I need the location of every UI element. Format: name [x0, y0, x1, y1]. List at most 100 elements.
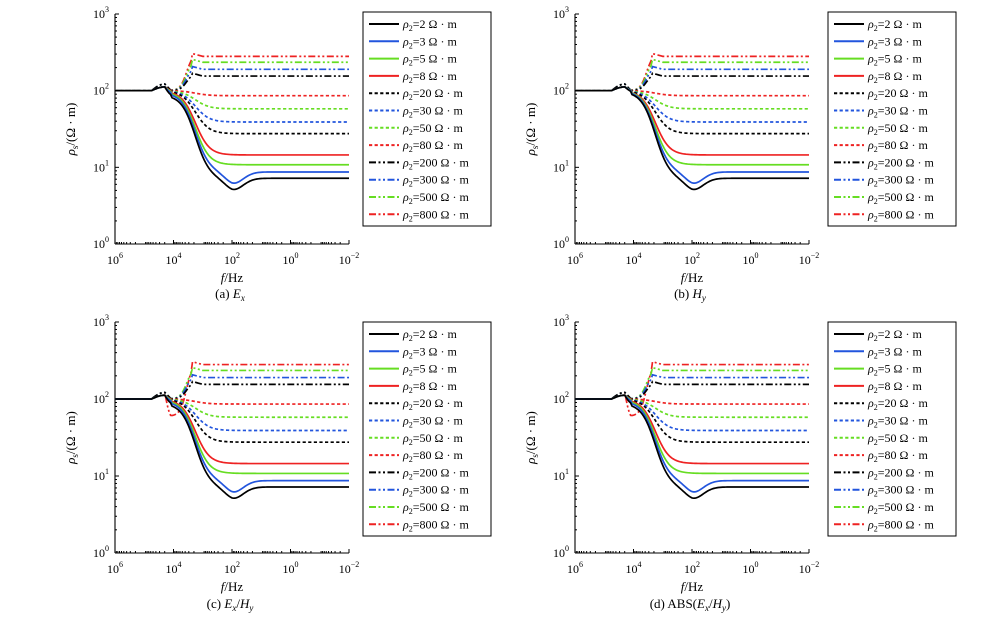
series-line-rho2-5: [115, 394, 349, 475]
legend-entry-rho2-8: ρ2=8 Ω · m: [867, 69, 922, 85]
series-line-rho2-30: [115, 394, 349, 432]
x-tick-label: 10−2: [799, 560, 820, 576]
y-tick-label: 100: [553, 235, 569, 251]
series-line-rho2-500: [575, 58, 809, 92]
legend-entry-rho2-30: ρ2=30 Ω · m: [867, 414, 928, 430]
y-tick-label: 102: [93, 390, 109, 406]
y-tick-label: 100: [93, 544, 109, 560]
series-line-rho2-2: [115, 394, 349, 500]
series-line-rho2-8: [575, 394, 809, 465]
x-tick-label: 104: [166, 251, 182, 267]
series-line-rho2-8: [115, 86, 349, 156]
legend-entry-rho2-5: ρ2=5 Ω · m: [867, 52, 922, 68]
legend-entry-rho2-20: ρ2=20 Ω · m: [402, 86, 463, 102]
legend-entry-rho2-300: ρ2=300 Ω · m: [402, 483, 469, 499]
chart-panel-3: 106 104 102 100 10−2 100 101 102 103 ρs/(Ω · m) f/…: [523, 313, 957, 613]
x-tick-label: 104: [626, 251, 642, 267]
legend-entry-rho2-3: ρ2=3 Ω · m: [867, 34, 922, 50]
legend-entry-rho2-3: ρ2=3 Ω · m: [402, 34, 457, 50]
x-tick-label: 102: [684, 251, 700, 267]
y-tick-label: 103: [553, 5, 569, 21]
x-tick-label: 106: [567, 560, 583, 576]
legend-entry-rho2-50: ρ2=50 Ω · m: [867, 431, 928, 447]
series-line-rho2-5: [575, 86, 809, 166]
series-line-rho2-30: [575, 86, 809, 123]
y-tick-label: 102: [93, 82, 109, 98]
series-line-rho2-30: [575, 394, 809, 432]
y-tick-label: 100: [93, 235, 109, 251]
x-tick-label: 100: [283, 251, 299, 267]
series-line-rho2-5: [575, 394, 809, 475]
legend-box: [362, 321, 492, 537]
legend-entry-rho2-500: ρ2=500 Ω · m: [402, 190, 469, 206]
legend-entry-rho2-80: ρ2=80 Ω · m: [402, 138, 463, 154]
y-tick-label: 101: [93, 158, 109, 174]
legend-entry-rho2-20: ρ2=20 Ω · m: [867, 396, 928, 412]
x-axis-label: f/Hz: [681, 270, 704, 285]
series-line-rho2-200: [575, 72, 809, 92]
series-line-rho2-500: [575, 366, 809, 400]
series-line-rho2-300: [115, 373, 349, 400]
series-line-rho2-500: [115, 58, 349, 92]
legend-entry-rho2-20: ρ2=20 Ω · m: [867, 86, 928, 102]
legend-entry-rho2-8: ρ2=8 Ω · m: [867, 379, 922, 395]
panel-caption: (c) Ex/Hy: [207, 596, 254, 613]
y-tick-label: 101: [553, 158, 569, 174]
series-line-rho2-8: [115, 394, 349, 465]
legend-entry-rho2-80: ρ2=80 Ω · m: [402, 448, 463, 464]
y-tick-label: 102: [553, 390, 569, 406]
legend-entry-rho2-800: ρ2=800 Ω · m: [867, 207, 934, 223]
x-tick-label: 102: [224, 251, 240, 267]
x-axis-label: f/Hz: [221, 270, 244, 285]
legend-entry-rho2-3: ρ2=3 Ω · m: [867, 344, 922, 360]
legend: ρ2=2 Ω · mρ2=3 Ω · m ρ2=5 Ω · mρ2=8 Ω · m…: [362, 11, 492, 227]
series-line-rho2-20: [115, 394, 349, 444]
legend-entry-rho2-80: ρ2=80 Ω · m: [867, 448, 928, 464]
legend-entry-rho2-200: ρ2=200 Ω · m: [402, 465, 469, 481]
legend-entry-rho2-800: ρ2=800 Ω · m: [402, 517, 469, 533]
series-line-rho2-300: [575, 65, 809, 92]
x-tick-label: 106: [567, 251, 583, 267]
legend-entry-rho2-50: ρ2=50 Ω · m: [402, 121, 463, 137]
legend-entry-rho2-200: ρ2=200 Ω · m: [867, 465, 934, 481]
plot-area: [115, 360, 349, 500]
legend-entry-rho2-50: ρ2=50 Ω · m: [402, 431, 463, 447]
panel-caption: (a) Ex: [215, 286, 245, 303]
series-line-rho2-20: [575, 86, 809, 135]
series-line-rho2-200: [115, 380, 349, 400]
legend-entry-rho2-50: ρ2=50 Ω · m: [867, 121, 928, 137]
x-tick-label: 102: [684, 560, 700, 576]
x-tick-label: 104: [166, 560, 182, 576]
series-line-rho2-5: [115, 86, 349, 166]
series-line-rho2-3: [575, 86, 809, 184]
x-tick-label: 10−2: [339, 251, 360, 267]
chart-panel-1: 106 104 102 100 10−2 100 101 102 103 ρs/(Ω · m) f/…: [523, 5, 957, 303]
legend-entry-rho2-500: ρ2=500 Ω · m: [402, 500, 469, 516]
legend-entry-rho2-2: ρ2=2 Ω · m: [867, 327, 922, 343]
y-axis-label: ρs/(Ω · m): [523, 411, 540, 465]
panel-caption: (b) Hy: [674, 286, 706, 303]
plot-area: [575, 52, 809, 191]
legend-entry-rho2-8: ρ2=8 Ω · m: [402, 69, 457, 85]
legend-entry-rho2-80: ρ2=80 Ω · m: [867, 138, 928, 154]
legend-entry-rho2-300: ρ2=300 Ω · m: [402, 173, 469, 189]
legend-entry-rho2-300: ρ2=300 Ω · m: [867, 173, 934, 189]
series-line-rho2-8: [575, 86, 809, 156]
x-tick-label: 106: [107, 560, 123, 576]
legend-entry-rho2-30: ρ2=30 Ω · m: [867, 104, 928, 120]
x-tick-label: 106: [107, 251, 123, 267]
legend-entry-rho2-800: ρ2=800 Ω · m: [867, 517, 934, 533]
legend-entry-rho2-200: ρ2=200 Ω · m: [402, 155, 469, 171]
y-axis-label: ρs/(Ω · m): [63, 411, 80, 465]
y-axis-label: ρs/(Ω · m): [523, 103, 540, 157]
legend-entry-rho2-300: ρ2=300 Ω · m: [867, 483, 934, 499]
series-line-rho2-3: [115, 394, 349, 493]
legend: ρ2=2 Ω · mρ2=3 Ω · m ρ2=5 Ω · mρ2=8 Ω · m…: [827, 11, 957, 227]
x-tick-label: 104: [626, 560, 642, 576]
series-line-rho2-200: [115, 72, 349, 92]
series-line-rho2-800: [115, 52, 349, 92]
y-tick-label: 103: [93, 313, 109, 329]
legend-entry-rho2-200: ρ2=200 Ω · m: [867, 155, 934, 171]
legend-entry-rho2-3: ρ2=3 Ω · m: [402, 344, 457, 360]
plot-area: [115, 52, 349, 191]
